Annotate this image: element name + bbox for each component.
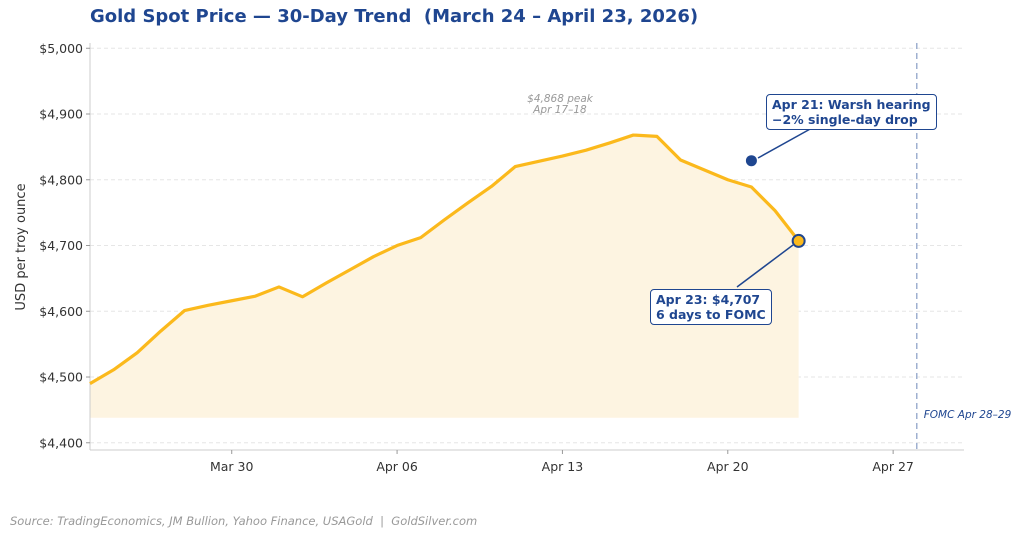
y-tick-label: $4,600: [39, 304, 83, 319]
latest-marker: [791, 233, 806, 248]
warsh-annotation-line1: Apr 21: Warsh hearing: [772, 97, 931, 112]
warsh-annotation: Apr 21: Warsh hearing −2% single-day dro…: [766, 94, 937, 130]
warsh-marker: [745, 155, 757, 167]
warsh-annotation-line2: −2% single-day drop: [772, 112, 918, 127]
x-tick-label: Apr 20: [707, 459, 749, 474]
latest-annotation-line1: Apr 23: $4,707: [656, 292, 761, 307]
latest-annotation: Apr 23: $4,707 6 days to FOMC: [650, 289, 772, 325]
source-note: Source: TradingEconomics, JM Bullion, Ya…: [10, 514, 478, 528]
marker-layer: [745, 155, 806, 248]
latest-arrow: [736, 244, 794, 288]
y-ticks: $4,400 $4,500 $4,600 $4,700 $4,800 $4,900 $5,0…: [39, 41, 90, 450]
x-ticks: Mar 30 Apr 06 Apr 13 Apr 20 Apr 27: [210, 450, 914, 474]
annotation-arrows: [736, 127, 813, 288]
y-tick-label: $5,000: [39, 41, 83, 56]
y-tick-label: $4,400: [39, 435, 83, 450]
price-area: [90, 135, 799, 418]
line-layer: [89, 133, 800, 385]
peak-annotation-line2: Apr 17–18: [532, 104, 587, 116]
chart-title: Gold Spot Price — 30-Day Trend (March 24…: [90, 6, 699, 27]
y-tick-label: $4,900: [39, 107, 83, 122]
fomc-label: FOMC Apr 28–29: [924, 409, 1012, 421]
x-tick-label: Apr 27: [872, 459, 914, 474]
warsh-arrow: [757, 127, 813, 159]
price-line: [89, 133, 800, 385]
area-layer: [90, 135, 799, 418]
peak-annotation-line1: $4,868 peak: [527, 93, 594, 105]
y-tick-label: $4,500: [39, 370, 83, 385]
x-tick-label: Apr 13: [542, 459, 584, 474]
y-tick-label: $4,700: [39, 238, 83, 253]
fomc-line-group: FOMC Apr 28–29: [916, 43, 1012, 450]
latest-annotation-line2: 6 days to FOMC: [656, 307, 766, 322]
x-tick-label: Mar 30: [210, 459, 254, 474]
y-tick-label: $4,800: [39, 172, 83, 187]
x-tick-label: Apr 06: [376, 459, 418, 474]
y-axis-label: USD per troy ounce: [14, 183, 29, 310]
